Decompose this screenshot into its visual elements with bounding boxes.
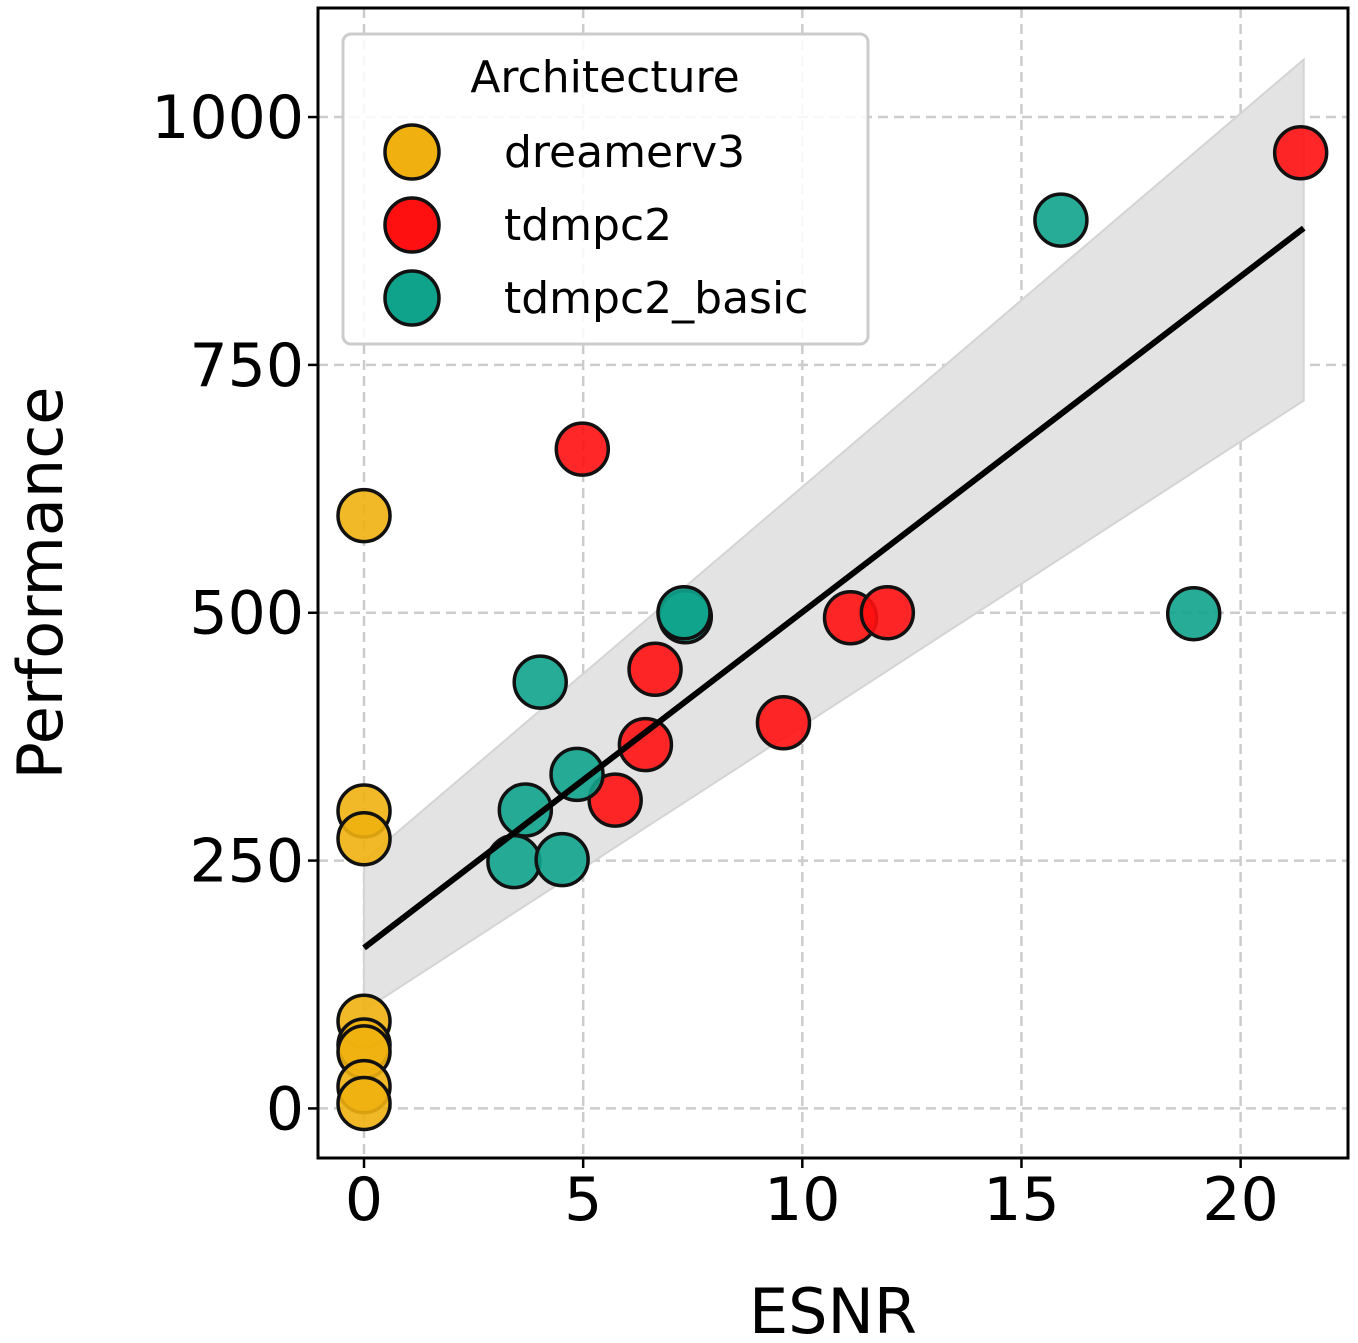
point-tdmpc2_basic — [1033, 192, 1089, 248]
y-tick-label: 1000 — [151, 83, 304, 153]
point-tdmpc2 — [755, 695, 812, 751]
point-dreamerv3 — [336, 487, 392, 544]
point-tdmpc2 — [1272, 124, 1329, 181]
x-tick-label: 0 — [345, 1165, 383, 1235]
regression-line — [362, 225, 1306, 951]
y-tick-label: 750 — [189, 331, 304, 401]
legend-marker-tdmpc2_basic — [383, 269, 441, 327]
ticks: 0 5 10 15 20 0 250 500 750 1000 — [151, 83, 1278, 1235]
legend-marker-dreamerv3 — [383, 123, 441, 181]
y-tick-label: 250 — [189, 827, 304, 897]
point-tdmpc2_basic — [1165, 585, 1222, 642]
legend-label: dreamerv3 — [504, 127, 745, 178]
x-tick-label: 5 — [564, 1165, 602, 1235]
point-dreamerv3 — [336, 811, 392, 867]
point-tdmpc2_basic — [656, 584, 712, 641]
legend-label: tdmpc2_basic — [504, 273, 808, 324]
point-tdmpc2 — [554, 421, 611, 477]
point-tdmpc2_basic — [497, 782, 554, 838]
point-tdmpc2 — [859, 584, 916, 641]
x-tick-label: 20 — [1202, 1165, 1278, 1235]
legend: Architecture dreamerv3 tdmpc2 tdmpc2_basic — [341, 32, 870, 346]
point-dreamerv3 — [336, 1075, 392, 1132]
legend-marker-tdmpc2 — [383, 196, 441, 254]
data-points — [336, 124, 1329, 1132]
legend-box — [341, 32, 870, 346]
point-tdmpc2 — [627, 641, 683, 697]
x-tick-label: 15 — [983, 1165, 1059, 1235]
y-tick-label: 0 — [266, 1074, 304, 1144]
x-axis-label: ESNR — [749, 1275, 917, 1343]
y-tick-label: 500 — [189, 579, 304, 649]
point-tdmpc2_basic — [534, 831, 590, 888]
point-tdmpc2 — [617, 716, 674, 773]
legend-title: Architecture — [470, 52, 739, 103]
x-tick-label: 10 — [764, 1165, 840, 1235]
legend-label: tdmpc2 — [504, 200, 672, 251]
point-tdmpc2_basic — [549, 746, 605, 803]
plot-frame — [316, 6, 1350, 1160]
point-tdmpc2 — [587, 772, 643, 828]
y-axis-label: Performance — [4, 387, 77, 780]
point-tdmpc2_basic — [512, 654, 568, 710]
